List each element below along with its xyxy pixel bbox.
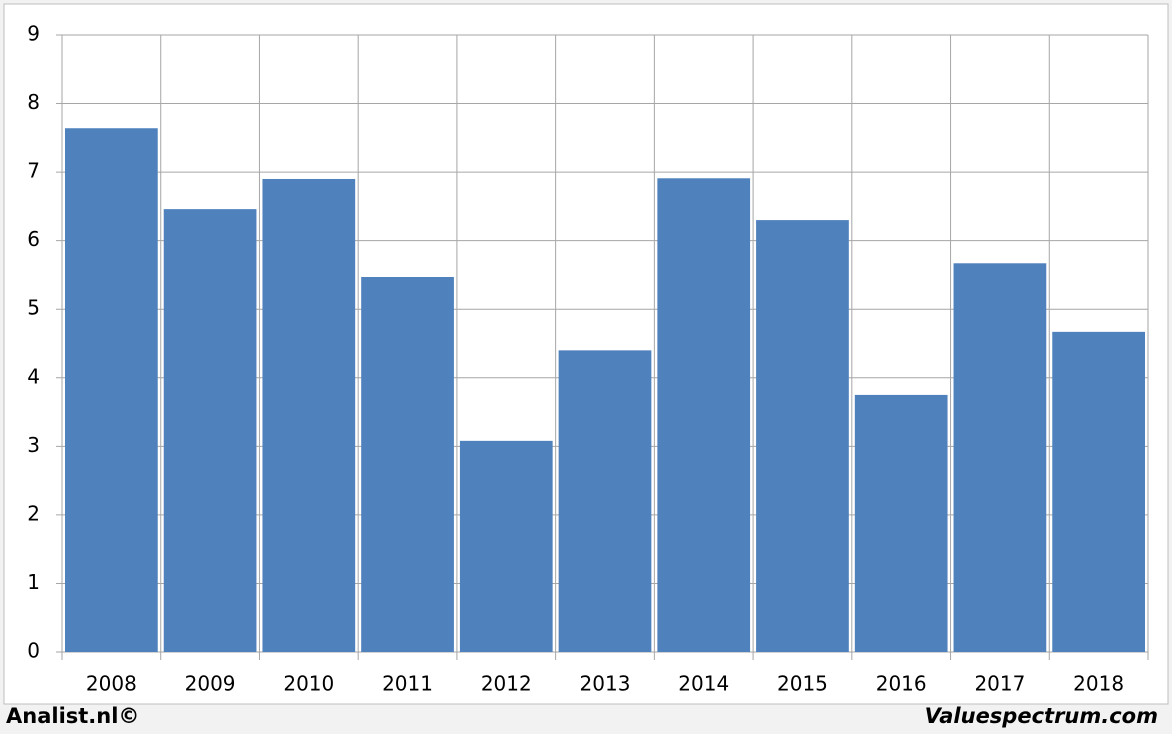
bar <box>163 209 257 652</box>
bar <box>361 277 454 652</box>
x-tick-label: 2018 <box>1073 672 1124 696</box>
y-tick-label: 4 <box>27 364 40 388</box>
x-tick-label: 2008 <box>86 672 137 696</box>
footer-right: Valuespectrum.com <box>925 704 1158 728</box>
y-tick-label: 5 <box>27 296 40 320</box>
x-tick-label: 2014 <box>678 672 729 696</box>
bar <box>756 220 849 652</box>
y-tick-label: 7 <box>27 159 40 183</box>
y-tick-label: 0 <box>27 639 40 663</box>
bar <box>953 263 1047 652</box>
bar <box>1052 331 1145 652</box>
x-tick-label: 2011 <box>382 672 433 696</box>
x-tick-label: 2010 <box>283 672 334 696</box>
bar <box>262 178 356 652</box>
y-tick-label: 2 <box>27 501 40 525</box>
footer-left: Analist.nl© <box>6 704 139 728</box>
y-tick-label: 9 <box>27 22 40 46</box>
x-tick-label: 2013 <box>580 672 631 696</box>
bar <box>558 350 652 652</box>
bar <box>657 178 751 652</box>
x-tick-label: 2016 <box>876 672 927 696</box>
y-tick-label: 6 <box>27 227 40 251</box>
bar <box>459 440 553 652</box>
y-tick-label: 8 <box>27 90 40 114</box>
x-tick-label: 2015 <box>777 672 828 696</box>
x-tick-label: 2017 <box>974 672 1025 696</box>
y-tick-label: 3 <box>27 433 40 457</box>
y-tick-label: 1 <box>27 570 40 594</box>
x-tick-label: 2009 <box>185 672 236 696</box>
x-tick-label: 2012 <box>481 672 532 696</box>
bar <box>854 394 948 652</box>
bar <box>65 128 158 653</box>
